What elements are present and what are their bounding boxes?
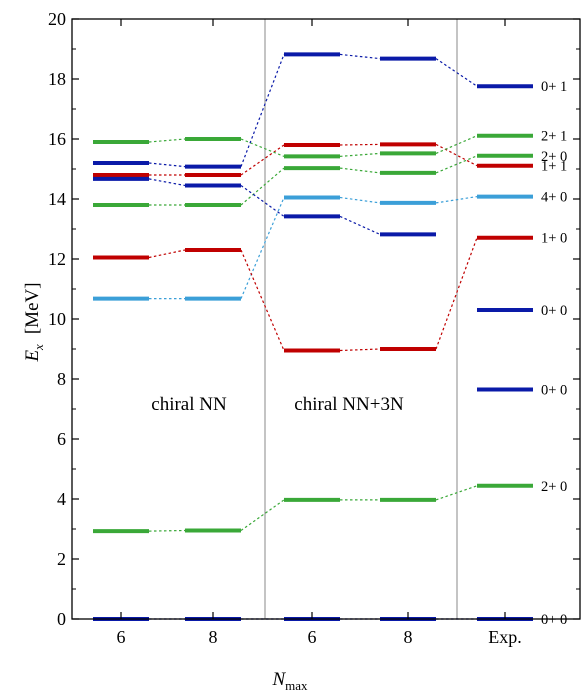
- y-axis-subscript: x: [31, 344, 46, 351]
- level-connector: [339, 167, 381, 174]
- x-axis-subscript: max: [285, 678, 308, 693]
- level-connectors: [148, 53, 478, 620]
- plot-border: [71, 18, 581, 620]
- level-label: 0+ 0: [541, 612, 567, 628]
- level-connector: [435, 58, 478, 87]
- level-connector: [435, 196, 478, 204]
- level-connector: [240, 167, 285, 206]
- level-connector: [339, 152, 381, 157]
- level-connector: [240, 54, 285, 167]
- y-tick-label: 20: [48, 9, 66, 29]
- annotation-chiral-nn: chiral NN: [151, 394, 227, 415]
- y-tick-label: 2: [57, 549, 66, 569]
- level-label: 2+ 1: [541, 129, 567, 145]
- x-tick-label: Exp.: [488, 627, 522, 647]
- level-connector: [240, 249, 285, 351]
- y-tick-label: 4: [57, 489, 66, 509]
- y-axis-unit: [MeV]: [22, 282, 43, 334]
- y-tick-label: 16: [48, 129, 66, 149]
- y-tick-label: 8: [57, 369, 66, 389]
- level-connector: [240, 197, 285, 299]
- y-axis: 0 2 4 6 8 10 12 14 16 18 20: [48, 9, 580, 629]
- level-connector: [339, 215, 381, 235]
- level-connector: [435, 485, 478, 501]
- plot-frame: [71, 18, 581, 620]
- level-connector: [339, 53, 381, 60]
- x-tick-label: 8: [209, 627, 218, 647]
- level-label: 0+ 1: [541, 79, 567, 95]
- annotation-chiral-nn-3n: chiral NN+3N: [294, 394, 404, 415]
- level-connector: [148, 138, 186, 143]
- level-label: 2+ 0: [541, 479, 567, 495]
- level-labels: 0+ 02+ 00+ 00+ 04+ 01+ 02+ 01+ 12+ 10+ 1: [541, 79, 567, 628]
- level-connector: [339, 143, 381, 146]
- y-axis-title: Ex [MeV]: [22, 282, 46, 362]
- level-connector: [339, 348, 381, 352]
- level-connector: [240, 138, 285, 157]
- x-tick-label: 8: [404, 627, 413, 647]
- x-tick-label: 6: [117, 627, 126, 647]
- y-axis-symbol: E: [22, 350, 43, 363]
- column-separators: [264, 19, 458, 619]
- level-label: 1+ 0: [541, 231, 567, 247]
- x-tick-label: 6: [308, 627, 317, 647]
- level-connector: [148, 249, 186, 259]
- level-connector: [339, 196, 381, 204]
- level-label: 0+ 0: [541, 303, 567, 319]
- y-tick-label: 14: [48, 189, 66, 209]
- level-bars: [93, 52, 533, 621]
- level-connector: [240, 185, 285, 217]
- level-connector: [148, 162, 186, 168]
- level-label: 2+ 0: [541, 149, 567, 165]
- x-axis-title: Nmax: [271, 669, 308, 693]
- level-label: 1+ 1: [541, 159, 567, 175]
- x-axis: 6 8 6 8 Exp.: [117, 19, 522, 647]
- level-connector: [435, 155, 478, 174]
- level-connector: [240, 499, 285, 531]
- y-tick-label: 12: [48, 249, 66, 269]
- y-tick-label: 18: [48, 69, 66, 89]
- y-tick-label: 10: [48, 309, 66, 329]
- level-connector: [240, 144, 285, 176]
- level-connector: [148, 178, 186, 187]
- level-connector: [148, 529, 186, 532]
- level-label: 0+ 0: [541, 383, 567, 399]
- level-connector: [435, 135, 478, 154]
- y-tick-label: 0: [57, 609, 66, 629]
- y-tick-label: 6: [57, 429, 66, 449]
- level-label: 4+ 0: [541, 190, 567, 206]
- x-axis-symbol: N: [271, 669, 286, 690]
